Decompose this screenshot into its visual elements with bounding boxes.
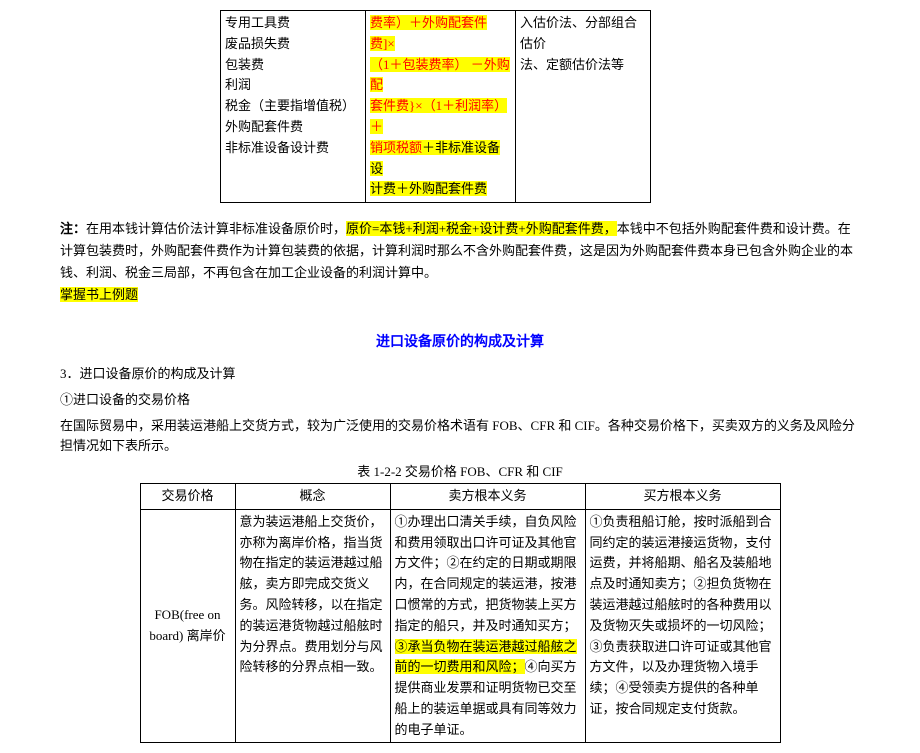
method-line-2: 法、定额估价法等 [520, 55, 646, 76]
note-highlight-formula: 原价=本钱+利润+税金+设计费+外购配套件费， [346, 221, 617, 236]
seller-duty-before: ①办理出口清关手续，自负风险和费用领取出口许可证及其他官方文件；②在约定的日期或… [395, 514, 577, 633]
cost-item-5: 税金（主要指增值税） [225, 96, 361, 117]
table2-fob-concept: 意为装运港船上交货价，亦称为离岸价格，指当货物在指定的装运港越过船舷，卖方即完成… [235, 509, 390, 743]
cost-item-1: 专用工具费 [225, 13, 361, 34]
formula-line-4a: 销项税额 [370, 140, 422, 155]
table-1-cost-items: 专用工具费 废品损失费 包装费 利润 税金（主要指增值税） 外购配套件费 非标准… [220, 10, 651, 203]
section-title: 进口设备原价的构成及计算 [60, 332, 860, 354]
table2-fob-seller: ①办理出口清关手续，自负风险和费用领取出口许可证及其他官方文件；②在约定的日期或… [390, 509, 585, 743]
table2-header-3: 卖方根本义务 [390, 483, 585, 509]
note-text-before: 在用本钱计算估价法计算非标准设备原价时， [86, 221, 346, 236]
note-paragraph: 注：在用本钱计算估价法计算非标准设备原价时，原价=本钱+利润+税金+设计费+外购… [60, 218, 860, 284]
table2-header-1: 交易价格 [140, 483, 235, 509]
table2-fob-name: FOB(free on board) 离岸价 [140, 509, 235, 743]
cost-item-4: 利润 [225, 75, 361, 96]
note-label: 注： [60, 221, 86, 236]
table1-col1: 专用工具费 废品损失费 包装费 利润 税金（主要指增值税） 外购配套件费 非标准… [221, 11, 366, 203]
table1-col3: 入估价法、分部组合估价 法、定额估价法等 [516, 11, 651, 203]
table2-caption: 表 1-2-2 交易价格 FOB、CFR 和 CIF [60, 462, 860, 483]
method-line-1: 入估价法、分部组合估价 [520, 13, 646, 55]
section3-body: 在国际贸易中，采用装运港船上交货方式，较为广泛使用的交易价格术语有 FOB、CF… [60, 416, 860, 458]
cost-item-6: 外购配套件费 [225, 117, 361, 138]
formula-line-1: 费率）＋外购配套件费]× [370, 15, 487, 51]
table2-header-row: 交易价格 概念 卖方根本义务 买方根本义务 [140, 483, 780, 509]
table-2-trade-prices: 交易价格 概念 卖方根本义务 买方根本义务 FOB(free on board)… [140, 483, 781, 744]
cost-item-2: 废品损失费 [225, 34, 361, 55]
section3-heading: 3．进口设备原价的构成及计算 [60, 364, 860, 385]
table2-header-4: 买方根本义务 [585, 483, 780, 509]
cost-item-3: 包装费 [225, 55, 361, 76]
note-master-example: 掌握书上例题 [60, 287, 138, 302]
section3-sub1: ①进口设备的交易价格 [60, 390, 860, 411]
formula-line-2: （1＋包装费率） －外购配 [370, 57, 510, 93]
cost-item-7: 非标准设备设计费 [225, 138, 361, 159]
table2-fob-buyer: ①负责租船订舱，按时派船到合同约定的装运港接运货物，支付运费，并将船期、船名及装… [585, 509, 780, 743]
formula-line-3: 套件费}×（1＋利润率）＋ [370, 98, 507, 134]
note-section: 注：在用本钱计算估价法计算非标准设备原价时，原价=本钱+利润+税金+设计费+外购… [60, 218, 860, 306]
note-highlight-2-wrapper: 掌握书上例题 [60, 284, 860, 306]
table2-row-fob: FOB(free on board) 离岸价 意为装运港船上交货价，亦称为离岸价… [140, 509, 780, 743]
table2-header-2: 概念 [235, 483, 390, 509]
table1-col2: 费率）＋外购配套件费]× （1＋包装费率） －外购配 套件费}×（1＋利润率）＋… [366, 11, 516, 203]
formula-line-5: 计费＋外购配套件费 [370, 181, 487, 196]
